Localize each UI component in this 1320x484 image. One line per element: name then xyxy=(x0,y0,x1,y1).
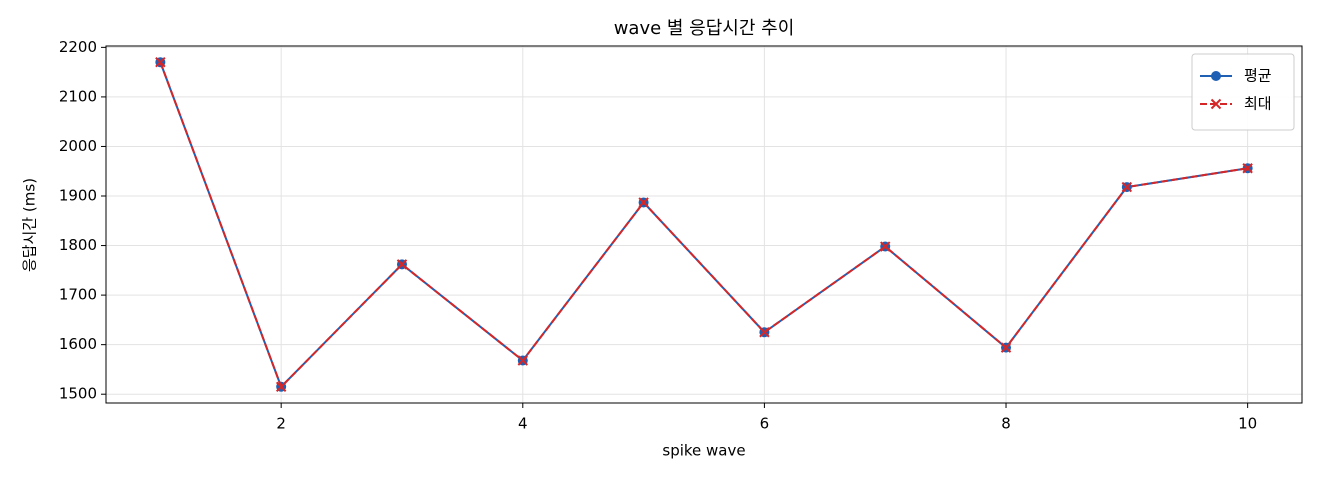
plot-frame xyxy=(105,45,1303,404)
legend-marker xyxy=(1210,98,1222,110)
x-tick-label: 6 xyxy=(760,415,770,433)
point xyxy=(275,381,287,392)
y-tick-label: 1800 xyxy=(59,236,97,254)
point xyxy=(1242,163,1253,174)
legend-label: 평균 xyxy=(1244,67,1272,85)
point xyxy=(396,259,408,270)
y-tick-label: 1700 xyxy=(59,286,97,304)
x-axis-label: spike wave xyxy=(662,442,745,460)
y-tick-label: 1900 xyxy=(59,187,97,205)
x-tick-label: 8 xyxy=(1001,415,1011,433)
point xyxy=(1121,181,1133,193)
x-tick-label: 2 xyxy=(276,415,286,433)
series-line xyxy=(159,61,1248,389)
y-tick-label: 2100 xyxy=(59,87,97,105)
legend-label: 최대 xyxy=(1244,95,1272,113)
y-axis-label: 응답시간 (ms) xyxy=(21,178,39,272)
chart-title: wave 별 응답시간 추이 xyxy=(614,18,795,39)
point xyxy=(1000,342,1012,353)
x-tick-label: 4 xyxy=(518,415,528,433)
point xyxy=(638,197,649,208)
point xyxy=(759,327,770,338)
point xyxy=(517,355,528,366)
y-tick-label: 2200 xyxy=(59,38,97,56)
point xyxy=(155,57,166,68)
series-line xyxy=(159,61,1248,389)
y-tick-label: 2000 xyxy=(59,137,97,155)
legend-box xyxy=(1191,53,1295,131)
legend-marker xyxy=(1211,71,1221,81)
x-tick-label: 10 xyxy=(1238,415,1257,433)
point xyxy=(880,241,891,252)
y-tick-label: 1600 xyxy=(59,335,97,353)
y-tick-label: 1500 xyxy=(59,385,97,403)
